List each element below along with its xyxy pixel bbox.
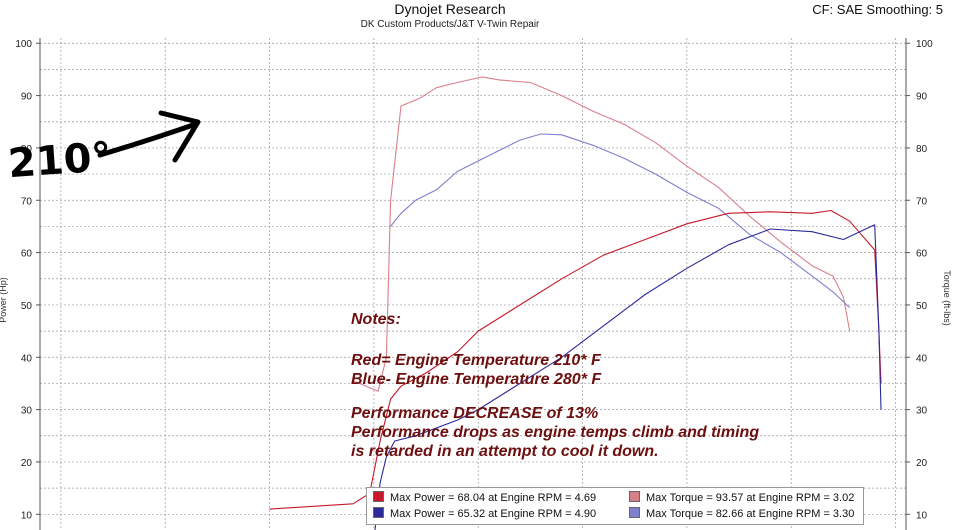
left-tick-label: 50 bbox=[21, 301, 33, 312]
right-tick-label: 70 bbox=[916, 196, 928, 207]
left-tick-label: 20 bbox=[21, 458, 33, 469]
legend-entry-blue-power: Max Power = 65.32 at Engine RPM = 4.90 bbox=[373, 507, 596, 520]
legend-entry-red-torque: Max Torque = 93.57 at Engine RPM = 3.02 bbox=[629, 491, 854, 504]
right-tick-label: 50 bbox=[916, 301, 928, 312]
notes-line-explanation-1: Performance drops as engine temps climb … bbox=[351, 424, 760, 441]
axis-ticks: 10 10 20 20 30 30 40 40 50 50 60 60 70 70 80 80 90 90 100 1… bbox=[15, 38, 933, 530]
annotation-arrow-icon bbox=[97, 110, 201, 163]
left-tick-label: 90 bbox=[21, 92, 33, 103]
legend-entry-blue-torque: Max Torque = 82.66 at Engine RPM = 3.30 bbox=[629, 507, 854, 520]
right-tick-label: 80 bbox=[916, 144, 928, 155]
right-tick-label: 10 bbox=[916, 510, 928, 521]
series-group bbox=[269, 76, 882, 530]
right-tick-label: 40 bbox=[916, 353, 928, 364]
left-tick-label: 80 bbox=[21, 144, 33, 155]
right-tick-label: 90 bbox=[916, 92, 928, 103]
series-line-red-power bbox=[269, 209, 882, 510]
legend-text-red-power: Max Power = 68.04 at Engine RPM = 4.69 bbox=[390, 492, 597, 504]
grid-lines bbox=[40, 38, 906, 530]
series-line-blue-torque bbox=[390, 133, 851, 309]
legend-text-blue-power: Max Power = 65.32 at Engine RPM = 4.90 bbox=[390, 508, 597, 520]
legend-text-red-torque: Max Torque = 93.57 at Engine RPM = 3.02 bbox=[646, 492, 855, 504]
notes-line-red: Red= Engine Temperature 210* F bbox=[351, 352, 601, 369]
left-tick-label: 40 bbox=[21, 353, 33, 364]
left-tick-label: 10 bbox=[21, 510, 33, 521]
notes-line-explanation-2: is retarded in an attempt to cool it dow… bbox=[351, 443, 659, 460]
right-tick-label: 60 bbox=[916, 249, 928, 260]
chart-subtitle: DK Custom Products/J&T V-Twin Repair bbox=[360, 19, 540, 30]
right-tick-label: 100 bbox=[916, 39, 933, 50]
correction-settings: CF: SAE Smoothing: 5 bbox=[812, 2, 943, 17]
left-tick-label: 30 bbox=[21, 406, 33, 417]
notes-heading: Notes: bbox=[351, 311, 401, 328]
left-tick-label: 100 bbox=[15, 39, 32, 50]
legend-swatch-red-torque bbox=[629, 491, 640, 502]
right-tick-label: 30 bbox=[916, 406, 928, 417]
series-line-red-torque bbox=[352, 76, 851, 392]
legend-swatch-blue-power bbox=[373, 507, 384, 518]
left-tick-label: 60 bbox=[21, 249, 33, 260]
left-tick-label: 70 bbox=[21, 196, 33, 207]
legend-swatch-red-power bbox=[373, 491, 384, 502]
chart-title: Dynojet Research bbox=[394, 1, 506, 17]
annotation-210-label: 210° bbox=[7, 134, 113, 187]
legend: Max Power = 68.04 at Engine RPM = 4.69 M… bbox=[366, 487, 864, 525]
right-tick-label: 20 bbox=[916, 458, 928, 469]
notes-line-blue: Blue- Engine Temperature 280* F bbox=[351, 371, 602, 388]
notes-box: Notes: Red= Engine Temperature 210* F Bl… bbox=[351, 310, 759, 461]
notes-line-decrease: Performance DECREASE of 13% bbox=[351, 405, 599, 422]
series-line-blue-power bbox=[374, 224, 882, 530]
y-axis-label-left: Power (Hp) bbox=[0, 277, 8, 323]
legend-text-blue-torque: Max Torque = 82.66 at Engine RPM = 3.30 bbox=[646, 508, 855, 520]
legend-swatch-blue-torque bbox=[629, 507, 640, 518]
y-axis-label-right: Torque (ft-lbs) bbox=[942, 270, 952, 326]
legend-entry-red-power: Max Power = 68.04 at Engine RPM = 4.69 bbox=[373, 491, 596, 504]
